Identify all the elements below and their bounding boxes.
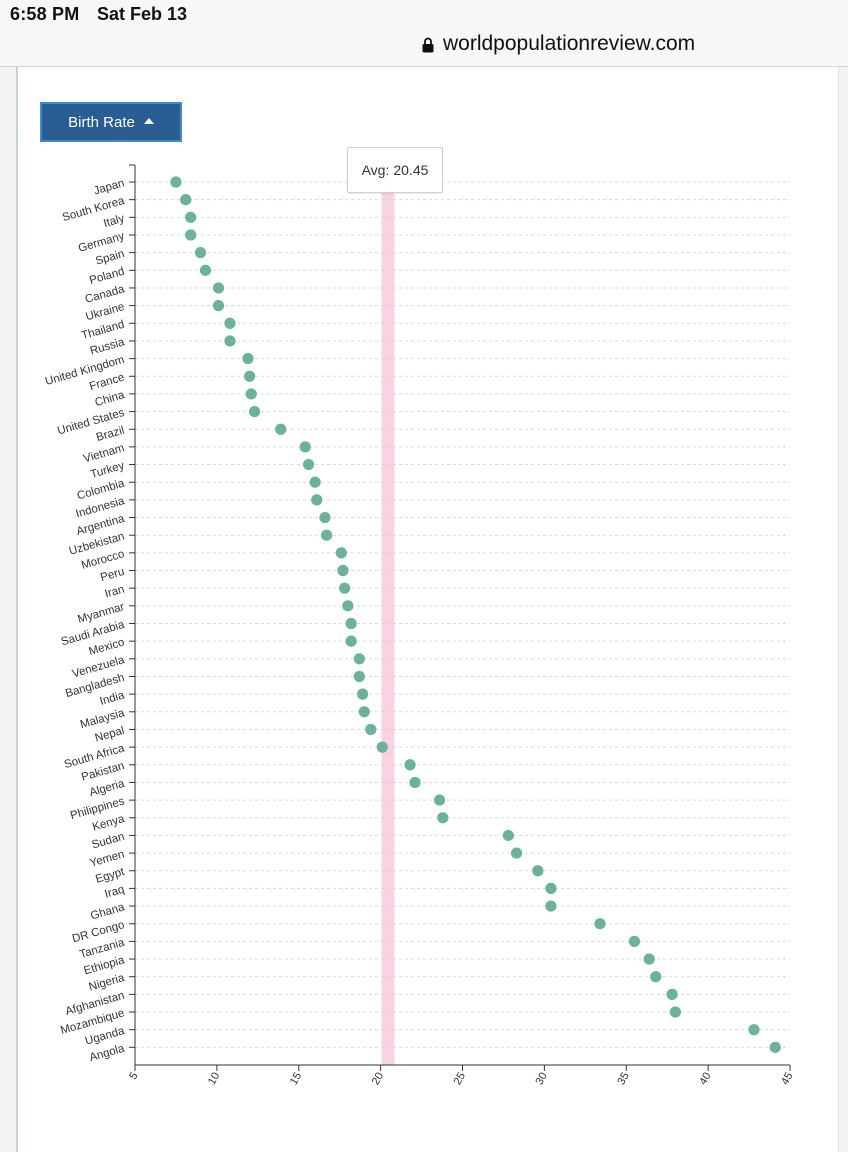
y-tick-label: Egypt — [94, 866, 126, 886]
data-point — [319, 511, 331, 524]
data-point — [532, 865, 544, 877]
data-point — [437, 812, 449, 824]
y-tick-label: Angola — [88, 1043, 126, 1065]
data-point — [339, 582, 351, 594]
data-point — [376, 741, 388, 753]
lock-icon — [422, 37, 434, 53]
data-point — [185, 229, 197, 241]
data-point — [545, 882, 557, 895]
x-tick-label: 45 — [779, 1071, 796, 1088]
y-tick-label: Brazil — [95, 425, 126, 444]
data-point — [545, 900, 557, 912]
data-point — [311, 494, 323, 506]
average-band — [381, 193, 395, 1065]
data-point — [643, 953, 655, 965]
data-point — [302, 458, 315, 471]
y-tick-label: Iran — [103, 584, 125, 601]
data-point — [345, 635, 357, 647]
address-bar[interactable]: worldpopulationreview.com — [422, 30, 695, 58]
data-point — [510, 847, 523, 859]
data-point — [433, 794, 446, 806]
data-point — [335, 547, 347, 559]
data-point — [224, 317, 236, 329]
data-point — [666, 988, 678, 1000]
x-tick-label: 35 — [615, 1071, 632, 1088]
data-point — [594, 918, 606, 930]
x-tick-label: 5 — [127, 1071, 140, 1082]
data-point — [769, 1041, 781, 1053]
x-tick-label: 20 — [370, 1071, 387, 1088]
data-point — [212, 300, 225, 312]
x-tick-label: 30 — [533, 1071, 550, 1088]
data-point — [337, 564, 349, 577]
data-point — [224, 335, 236, 347]
data-point — [212, 282, 225, 294]
content-area — [0, 67, 848, 1152]
data-point — [275, 423, 287, 435]
average-tooltip: Avg: 20.45 — [347, 147, 443, 193]
data-point — [365, 723, 377, 736]
left-rail — [16, 67, 18, 1152]
y-tick-label: Spain — [94, 248, 126, 268]
data-point — [248, 405, 261, 418]
data-point — [194, 247, 207, 259]
data-point — [309, 476, 321, 488]
data-point — [358, 706, 370, 718]
y-tick-label: India — [99, 689, 127, 708]
status-time: 6:58 PM — [10, 4, 80, 24]
data-point — [502, 829, 514, 842]
data-point — [245, 388, 257, 400]
data-point — [244, 370, 256, 382]
y-tick-label: Peru — [99, 566, 126, 584]
data-point — [353, 670, 365, 683]
data-point — [353, 653, 365, 665]
average-value: 20.45 — [393, 162, 429, 178]
data-point — [299, 441, 311, 453]
data-point — [199, 264, 212, 276]
birth-rate-sort-button[interactable]: Birth Rate — [40, 102, 182, 142]
average-label: Avg: — [361, 162, 390, 178]
data-point — [669, 1006, 681, 1018]
y-tick-label: Nepal — [94, 725, 126, 745]
data-point — [404, 759, 416, 771]
page-panel — [18, 67, 839, 1152]
data-point — [357, 688, 369, 700]
status-date: Sat Feb 13 — [97, 4, 188, 24]
x-tick-label: 10 — [206, 1071, 223, 1088]
data-point — [342, 600, 354, 612]
data-point — [748, 1024, 760, 1036]
data-point — [185, 211, 197, 223]
data-point — [320, 529, 333, 541]
x-tick-label: 15 — [288, 1071, 305, 1088]
caret-up-icon — [143, 118, 154, 124]
status-bar: 6:58 PM Sat Feb 13 worldpopulationreview… — [0, 0, 848, 67]
data-point — [409, 776, 421, 789]
x-tick-label: 25 — [452, 1071, 469, 1088]
y-tick-label: China — [94, 389, 127, 409]
url-text: worldpopulationreview.com — [443, 32, 696, 55]
y-tick-label: Italy — [102, 213, 126, 230]
y-tick-label: Iraq — [103, 884, 125, 901]
sort-button-label: Birth Rate — [68, 113, 135, 131]
x-tick-label: 40 — [697, 1071, 714, 1088]
data-point — [345, 617, 357, 630]
data-point — [242, 353, 254, 365]
data-point — [628, 935, 641, 947]
data-point — [170, 176, 182, 188]
data-point — [650, 971, 662, 983]
data-point — [180, 194, 192, 206]
